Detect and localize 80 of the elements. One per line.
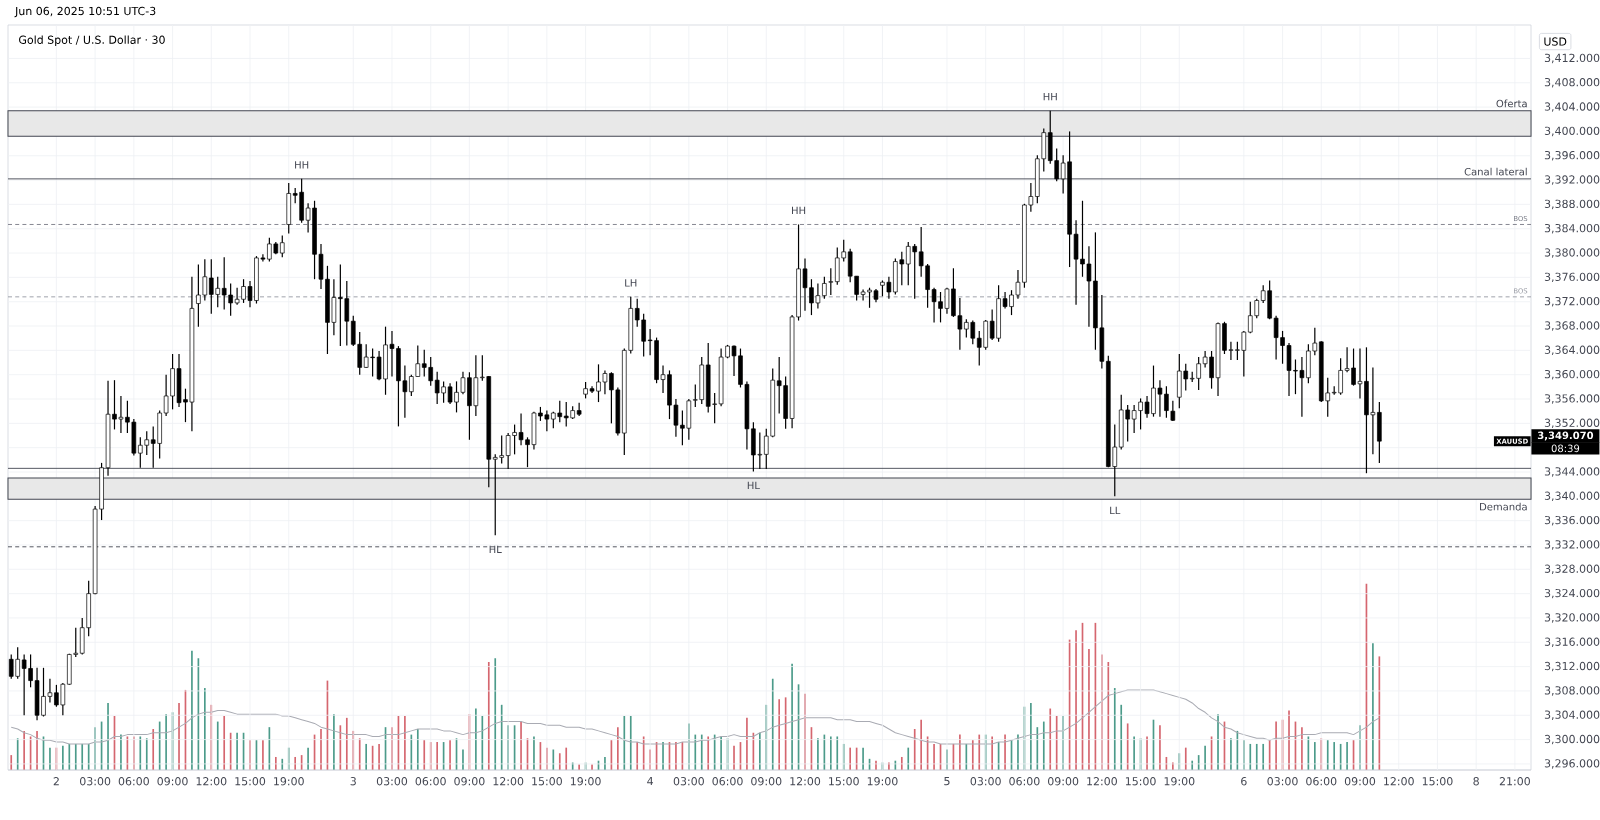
x-tick-label: 06:00	[1306, 777, 1337, 786]
x-tick-label: 06:00	[712, 777, 743, 786]
y-tick-label: 3,312.000	[1544, 661, 1600, 672]
annotation: LL	[1110, 506, 1121, 515]
x-tick-label: 03:00	[80, 777, 111, 786]
x-tick-label: 12:00	[1384, 777, 1414, 786]
band-label: Demanda	[1480, 502, 1527, 511]
text: 3,349.070	[1537, 431, 1594, 441]
x-tick-label: 6	[1241, 777, 1247, 786]
x-tick-label: 12:00	[196, 777, 227, 786]
y-tick-label: 3,388.000	[1544, 199, 1600, 210]
x-tick-label: 12:00	[493, 777, 524, 786]
x-tick-label: 19:00	[570, 777, 601, 786]
x-tick-label: 09:00	[1048, 777, 1079, 786]
x-tick-label: 09:00	[1344, 777, 1376, 786]
x-tick-label: 15:00	[235, 777, 266, 786]
x-tick-label: 12:00	[790, 777, 821, 786]
y-tick-label: 3,352.000	[1544, 418, 1600, 429]
y-tick-label: 3,320.000	[1544, 613, 1600, 623]
y-tick-label: 3,372.000	[1544, 296, 1600, 307]
annotation: HH	[792, 206, 806, 215]
x-tick-label: 15:00	[829, 777, 859, 786]
y-tick-label: 3,384.000	[1544, 223, 1600, 234]
band-label: Oferta	[1496, 99, 1527, 108]
x-tick-label: 09:00	[751, 777, 782, 786]
x-tick-label: 3	[350, 777, 356, 786]
annotation: HH	[1043, 93, 1057, 101]
x-tick-label: 09:00	[454, 777, 485, 786]
annotation: HL	[489, 545, 502, 553]
x-tick-label: 19:00	[1164, 777, 1195, 786]
x-tick-label: 03:00	[1267, 777, 1298, 786]
y-tick-label: 3,360.000	[1544, 369, 1600, 380]
y-tick-label: 3,396.000	[1544, 151, 1600, 161]
y-tick-label: 3,368.000	[1544, 321, 1600, 331]
annotation: HL	[747, 481, 760, 490]
x-tick-label: 06:00	[1009, 777, 1040, 786]
y-tick-label: 3,308.000	[1544, 686, 1600, 696]
x-tick-label: 8	[1473, 777, 1479, 786]
y-tick-label: 3,340.000	[1544, 491, 1600, 502]
y-tick-label: 3,296.000	[1544, 759, 1600, 769]
y-tick-label: 3,332.000	[1544, 540, 1600, 550]
x-tick-label: 15:00	[532, 777, 562, 786]
ref-line-label: Canal lateral	[1464, 167, 1527, 176]
y-tick-label: 3,408.000	[1544, 78, 1600, 88]
y-tick-label: 3,380.000	[1544, 248, 1600, 258]
y-tick-label: 3,400.000	[1544, 126, 1600, 137]
y-tick-label: 3,412.000	[1544, 53, 1600, 64]
x-tick-label: 03:00	[673, 777, 704, 786]
y-axis-title: USD	[1544, 37, 1567, 46]
text: 08:39	[1551, 444, 1580, 453]
x-tick-label: 09:00	[157, 777, 188, 786]
x-tick-label: 19:00	[274, 777, 304, 786]
y-tick-label: 3,364.000	[1544, 345, 1600, 356]
y-tick-label: 3,356.000	[1544, 394, 1600, 404]
x-tick-label: 2	[53, 777, 59, 786]
y-tick-label: 3,404.000	[1544, 102, 1600, 112]
y-tick-label: 3,324.000	[1544, 588, 1600, 599]
x-tick-label: 06:00	[415, 777, 446, 786]
text: Jun 06, 2025 10:51 UTC-3	[14, 6, 156, 18]
y-tick-label: 3,376.000	[1544, 272, 1600, 283]
y-tick-label: 3,304.000	[1544, 710, 1600, 720]
x-tick-label: 4	[647, 777, 654, 786]
y-tick-label: 3,300.000	[1544, 734, 1600, 745]
x-tick-label: 15:00	[1422, 777, 1453, 786]
x-tick-label: 19:00	[867, 777, 898, 786]
y-tick-label: 3,392.000	[1544, 175, 1600, 185]
x-tick-label: 5	[944, 777, 950, 786]
x-tick-label: 03:00	[970, 777, 1001, 786]
text: Gold Spot / U.S. Dollar · 30	[19, 35, 165, 47]
x-tick-label: 12:00	[1087, 777, 1117, 786]
y-tick-label: 3,344.000	[1544, 467, 1600, 477]
y-tick-label: 3,328.000	[1544, 564, 1600, 575]
x-tick-label: 21:00	[1499, 777, 1530, 786]
x-tick-label: 06:00	[118, 777, 149, 786]
y-tick-label: 3,336.000	[1544, 515, 1600, 526]
x-tick-label: 15:00	[1125, 777, 1156, 786]
annotation: HH	[295, 161, 309, 169]
annotation: LH	[625, 279, 637, 287]
x-tick-label: 03:00	[376, 777, 408, 786]
y-tick-label: 3,316.000	[1544, 637, 1600, 648]
